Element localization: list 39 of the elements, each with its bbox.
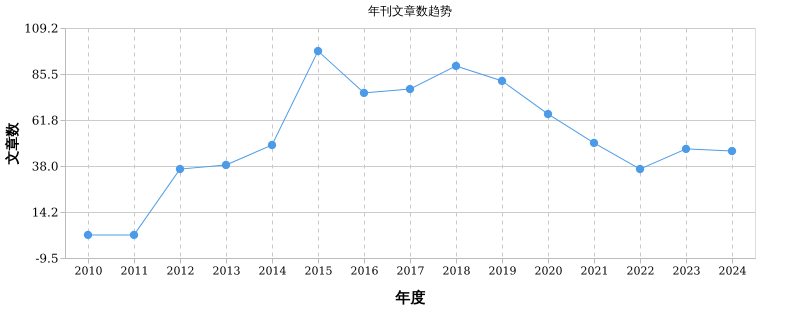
point bbox=[406, 84, 414, 94]
chart-title: 年刊文章数趋势 bbox=[368, 4, 452, 18]
y-tick-label: 14.2 bbox=[32, 206, 58, 220]
x-tick-label: 2011 bbox=[120, 264, 148, 278]
point bbox=[498, 76, 506, 86]
y-tick-label: 38.0 bbox=[32, 159, 58, 174]
y-tick-label: 61.8 bbox=[32, 113, 58, 128]
y-tick-label: 109.2 bbox=[24, 22, 58, 36]
point bbox=[176, 164, 184, 174]
point bbox=[590, 138, 598, 148]
x-tick-label: 2015 bbox=[304, 264, 332, 278]
point bbox=[636, 164, 644, 174]
point bbox=[268, 140, 276, 150]
point bbox=[728, 146, 736, 156]
x-tick-label: 2018 bbox=[442, 264, 470, 278]
point bbox=[314, 46, 322, 56]
x-tick-label: 2024 bbox=[718, 264, 746, 278]
x-tick-label: 2010 bbox=[74, 264, 102, 278]
point bbox=[222, 160, 230, 170]
x-tick-label: 2019 bbox=[488, 264, 516, 278]
x-axis-title: 年度 bbox=[394, 288, 426, 306]
point bbox=[130, 230, 138, 240]
y-axis-title: 文章数 bbox=[4, 122, 22, 166]
x-tick-label: 2021 bbox=[580, 264, 608, 278]
x-tick-label: 2012 bbox=[166, 264, 194, 278]
point bbox=[452, 62, 460, 70]
x-tick-label: 2016 bbox=[350, 264, 378, 278]
y-tick-label: -9.5 bbox=[35, 252, 58, 266]
point bbox=[544, 110, 552, 118]
y-tick-label: 85.5 bbox=[32, 67, 58, 82]
x-tick-label: 2014 bbox=[258, 264, 286, 278]
x-tick-label: 2017 bbox=[396, 264, 424, 278]
point bbox=[84, 230, 92, 240]
x-tick-label: 2022 bbox=[626, 264, 654, 278]
x-tick-label: 2013 bbox=[212, 264, 240, 278]
point bbox=[360, 88, 368, 98]
x-tick-label: 2020 bbox=[534, 264, 562, 278]
point bbox=[682, 144, 690, 154]
x-tick-label: 2023 bbox=[672, 264, 700, 278]
